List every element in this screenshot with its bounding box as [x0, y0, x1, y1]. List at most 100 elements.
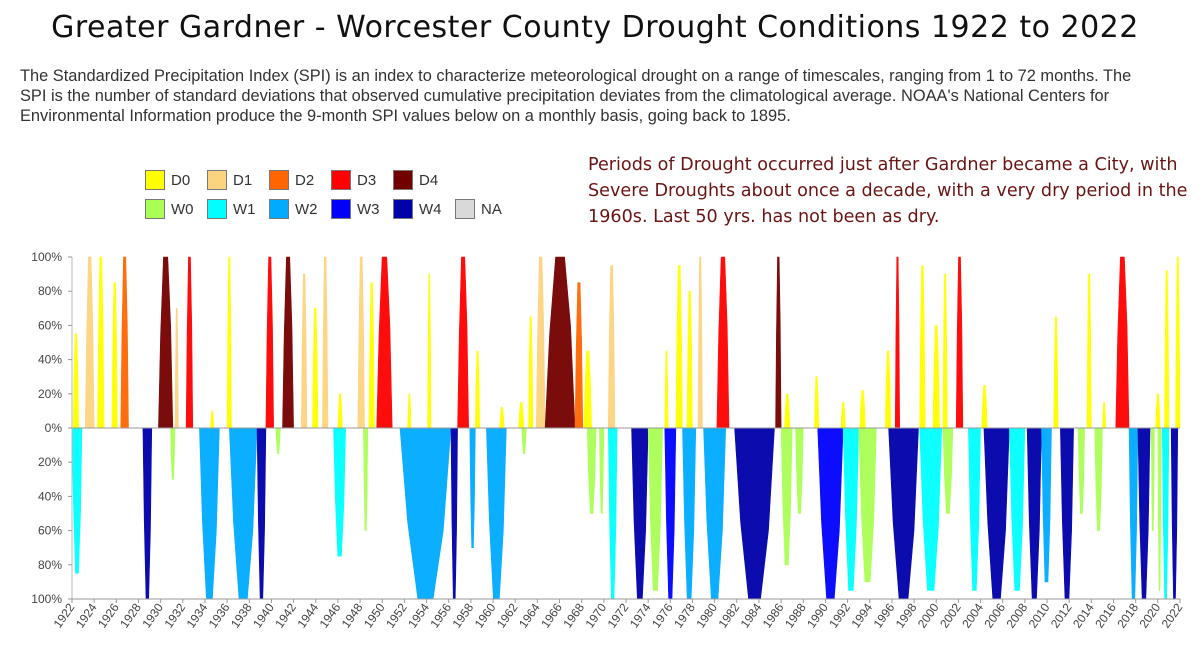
- dry-period-21: [457, 256, 469, 429]
- x-tick-label: 1944: [294, 600, 321, 630]
- dry-period-42: [894, 256, 900, 429]
- x-tick-label: 1970: [583, 600, 610, 630]
- legend-swatch-d1: [207, 170, 227, 190]
- wet-period-14: [586, 427, 597, 514]
- legend-label-w0: W0: [171, 200, 194, 218]
- wet-period-22: [734, 427, 775, 600]
- x-tick-label: 1964: [516, 600, 543, 630]
- drought-chart: 100%80%60%40%20%0%20%40%60%80%100%192219…: [31, 250, 1185, 631]
- wet-period-0: [71, 427, 83, 574]
- dry-period-31: [664, 350, 669, 429]
- wet-period-24: [795, 427, 804, 514]
- x-tick-label: 2016: [1092, 600, 1119, 630]
- legend-label-w2: W2: [295, 200, 318, 218]
- wet-period-8: [363, 427, 369, 531]
- x-tick-label: 1928: [117, 600, 144, 630]
- x-tick-label: 2014: [1070, 600, 1097, 630]
- dry-period-51: [1115, 256, 1130, 429]
- dry-period-20: [427, 273, 432, 429]
- dry-period-25: [528, 316, 534, 429]
- dry-period-26: [535, 256, 546, 429]
- x-tick-label: 1956: [427, 600, 454, 630]
- legend-item-w3: W3: [331, 197, 380, 221]
- wet-period-6: [275, 427, 281, 454]
- x-tick-label: 1934: [184, 600, 211, 630]
- wet-period-32: [983, 427, 1010, 600]
- y-tick-label: 100%: [31, 592, 62, 606]
- x-tick-label: 1986: [760, 600, 787, 630]
- legend-label-na: NA: [481, 200, 502, 218]
- dry-period-19: [407, 393, 412, 429]
- x-tick-label: 1930: [139, 600, 166, 630]
- dry-period-45: [942, 273, 948, 429]
- y-tick-label: 80%: [38, 284, 62, 298]
- y-tick-label: 60%: [38, 524, 62, 538]
- x-tick-label: 1936: [206, 600, 233, 630]
- dry-period-54: [1175, 256, 1181, 429]
- wet-period-2: [170, 427, 176, 480]
- wet-period-43: [1161, 427, 1170, 600]
- legend-item-d1: D1: [207, 168, 252, 192]
- legend-swatch-d3: [331, 170, 351, 190]
- dry-period-11: [282, 256, 294, 429]
- legend-label-d1: D1: [233, 171, 253, 189]
- wet-period-18: [647, 427, 663, 591]
- dry-period-27: [544, 256, 576, 429]
- legend-swatch-d4: [393, 170, 413, 190]
- legend-swatch-d2: [269, 170, 289, 190]
- legend-item-d0: D0: [145, 168, 190, 192]
- x-tick-label: 2010: [1026, 600, 1053, 630]
- wet-period-42: [1157, 427, 1162, 591]
- x-tick-label: 2008: [1004, 600, 1031, 630]
- x-tick-label: 1962: [494, 600, 521, 630]
- x-tick-label: 1996: [871, 600, 898, 630]
- dry-period-17: [368, 282, 375, 429]
- dry-period-9: [226, 256, 232, 429]
- wet-period-20: [682, 427, 697, 600]
- dry-period-47: [981, 384, 988, 429]
- dry-period-10: [265, 256, 274, 429]
- legend-item-d3: D3: [331, 168, 376, 192]
- x-tick-label: 1932: [161, 600, 188, 630]
- dry-period-6: [174, 308, 179, 429]
- legend-item-d2: D2: [269, 168, 314, 192]
- dry-period-23: [499, 407, 505, 429]
- dry-period-7: [185, 256, 194, 429]
- wet-period-27: [858, 427, 877, 583]
- y-tick-label: 0%: [45, 421, 63, 435]
- y-tick-label: 80%: [38, 558, 62, 572]
- x-tick-label: 1992: [826, 600, 853, 630]
- dry-period-4: [120, 256, 129, 429]
- wet-period-26: [842, 427, 859, 591]
- dry-period-14: [322, 256, 329, 429]
- x-tick-label: 2002: [937, 600, 964, 630]
- wet-period-40: [1137, 427, 1151, 600]
- legend-label-w4: W4: [419, 200, 442, 218]
- y-tick-label: 20%: [38, 455, 62, 469]
- dry-period-33: [686, 290, 693, 429]
- x-tick-label: 1954: [405, 600, 432, 630]
- x-tick-label: 1984: [738, 600, 765, 630]
- x-tick-label: 1960: [472, 600, 499, 630]
- dry-period-49: [1086, 273, 1092, 429]
- legend-swatch-w0: [145, 199, 165, 219]
- legend-label-w1: W1: [233, 200, 256, 218]
- wet-period-5: [256, 427, 267, 600]
- y-tick-label: 20%: [38, 387, 62, 401]
- wet-period-10: [450, 427, 458, 600]
- dry-period-52: [1155, 393, 1161, 429]
- dry-period-32: [675, 265, 683, 429]
- chart-description: The Standardized Precipitation Index (SP…: [20, 67, 1132, 125]
- dry-period-2: [97, 256, 105, 429]
- dry-period-39: [840, 402, 846, 429]
- wet-period-9: [399, 427, 452, 600]
- x-tick-label: 1938: [228, 600, 255, 630]
- wet-period-21: [703, 427, 727, 600]
- dry-period-41: [884, 350, 892, 429]
- dry-period-29: [583, 350, 592, 429]
- x-tick-label: 1990: [804, 600, 831, 630]
- dry-period-37: [784, 393, 791, 429]
- wet-period-4: [229, 427, 258, 600]
- dry-period-44: [932, 325, 940, 429]
- dry-period-0: [72, 333, 79, 429]
